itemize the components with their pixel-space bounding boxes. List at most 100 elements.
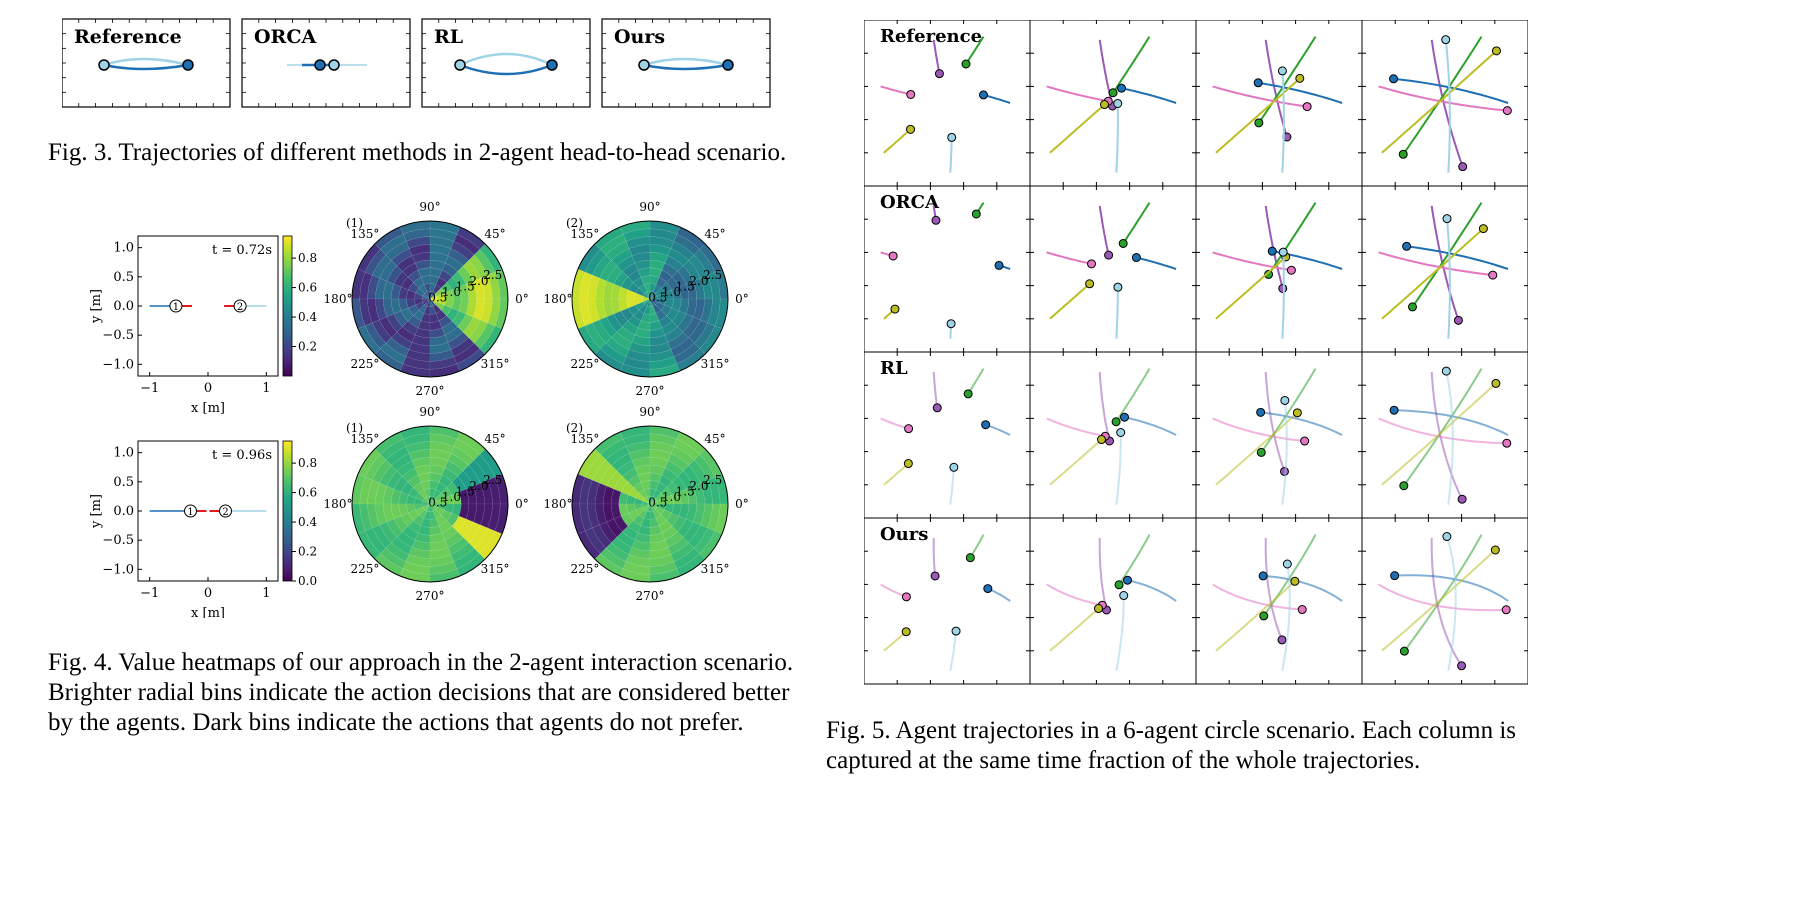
- fig4: −1 0 1 1.0 0.5 0.0 −0.5 −1.0 x [m] y [m] t = 0.72s…: [80, 198, 780, 621]
- fig4-polar-heatmap: 90° 45° 0° 315° 270° 225° 180° 135° 0.51.01.52.0…: [544, 405, 749, 603]
- fig5-cell: [1029, 185, 1197, 353]
- polar-angle-label: 180°: [324, 497, 353, 511]
- polar-angle-label: 90°: [639, 200, 660, 214]
- agent-trajectory: [1430, 39, 1464, 168]
- agent-position: [1085, 279, 1095, 289]
- agent-marker: [546, 59, 558, 71]
- x-tick-label: 1: [262, 586, 270, 601]
- polar-bin: [429, 356, 458, 370]
- agent-position: [1264, 269, 1274, 279]
- y-tick-label: −0.5: [102, 328, 134, 343]
- polar-bin: [584, 249, 607, 276]
- fig5-row-label: RL: [880, 358, 908, 379]
- fig3-panel-reference: Reference: [61, 18, 231, 108]
- agent-trajectory: [1402, 368, 1483, 487]
- agent-trajectory: [883, 630, 907, 652]
- fig5-cell: [1361, 19, 1529, 187]
- agent2-marker: [219, 504, 232, 518]
- polar-bin: [424, 503, 431, 512]
- agent-position: [1094, 604, 1104, 614]
- colorbar-tick-label: 0.4: [298, 310, 317, 324]
- agent-position: [890, 304, 900, 314]
- fig5-grid: Reference ORCA RL Ours: [863, 19, 1529, 685]
- cell-frame: [1361, 517, 1529, 685]
- agent-trajectory: [1260, 411, 1343, 436]
- agent-position: [1458, 162, 1468, 172]
- colorbar-tick-label: 0.4: [298, 515, 317, 529]
- agent-trajectory: [932, 39, 941, 74]
- agent-position: [981, 420, 991, 430]
- polar-angle-label: 315°: [481, 357, 510, 371]
- polar-bin: [670, 337, 695, 357]
- agent-position: [1457, 661, 1467, 671]
- colorbar-tick-label: 0.6: [298, 486, 317, 500]
- trajectory: [459, 63, 553, 76]
- agent-position: [965, 553, 975, 563]
- polar-angle-label: 0°: [515, 497, 529, 511]
- fig5-caption-line-2: captured at the same time fraction of th…: [826, 747, 1421, 774]
- fig4-trajectory-axes: −1 0 1 1.0 0.5 0.0 −0.5 −1.0 x [m] y [m] t = 0.96s…: [89, 440, 279, 621]
- polar-bin: [649, 298, 656, 307]
- agent-trajectory: [1381, 50, 1498, 154]
- agent-trajectory: [983, 93, 1011, 104]
- agent-trajectory: [969, 534, 985, 559]
- agent-position: [1300, 436, 1310, 446]
- agent-trajectory: [1381, 549, 1496, 652]
- cell-frame: [1029, 517, 1197, 685]
- agent-position: [961, 59, 971, 69]
- colorbar-tick-label: 0.2: [298, 545, 317, 559]
- agent-trajectory: [1264, 371, 1286, 472]
- polar-angle-label: 45°: [704, 227, 725, 241]
- agent-trajectory: [1378, 251, 1493, 277]
- agent-trajectory: [1049, 103, 1106, 154]
- polar-bin: [435, 309, 447, 321]
- trajectory: [643, 57, 729, 67]
- polar-bin: [385, 241, 410, 261]
- fig5-row-label: Reference: [880, 26, 982, 47]
- agent-position: [978, 90, 988, 100]
- fig5-cell: [1029, 517, 1197, 685]
- polar-bin: [359, 298, 373, 327]
- agent-position: [1390, 571, 1400, 581]
- polar-radial-label: 1.5: [676, 484, 695, 498]
- fig4-plots: −1 0 11.00.50.0−0.5−1.0x [m]y [m]t = 0.72s…: [89, 200, 749, 621]
- agent-trajectory: [1258, 81, 1343, 104]
- trajectory: [103, 57, 189, 67]
- cell-frame: [1029, 351, 1197, 519]
- polar-radial-label: 1.5: [456, 279, 475, 293]
- polar-angle-label: 45°: [704, 432, 725, 446]
- agent-trajectory: [1444, 39, 1451, 173]
- agent-marker: [722, 59, 734, 71]
- y-tick-label: 1.0: [113, 241, 134, 256]
- y-tick-label: 0.5: [113, 270, 134, 285]
- fig4-polar-heatmap: 90° 45° 0° 315° 270° 225° 180° 135° 0.51.01.52.0…: [544, 200, 749, 398]
- agent-trajectory: [1115, 432, 1122, 505]
- agent-position: [971, 209, 981, 219]
- polar-bin: [649, 503, 656, 512]
- polar-bin: [622, 228, 651, 242]
- polar-radial-label: 1.0: [442, 490, 461, 504]
- polar-bin: [402, 525, 419, 541]
- polar-angle-label: 315°: [701, 562, 730, 576]
- agent-position: [1442, 532, 1452, 542]
- polar-bin: [625, 236, 651, 249]
- fig5-cell: Ours: [863, 517, 1031, 685]
- agent-position: [1398, 149, 1408, 159]
- polar-angle-label: 90°: [419, 200, 440, 214]
- agent-trajectory: [1430, 537, 1463, 667]
- polar-radial-label: 0.5: [428, 290, 447, 304]
- agent-position: [1118, 238, 1128, 248]
- agent-position: [963, 389, 973, 399]
- agent-position: [1292, 408, 1302, 418]
- polar-radial-label: 1.0: [442, 285, 461, 299]
- polar-bin: [655, 309, 667, 321]
- agent-position: [1491, 378, 1501, 388]
- polar-bin: [487, 476, 501, 505]
- polar-bin: [700, 274, 713, 300]
- colorbar-bar: [282, 440, 293, 582]
- agent-marker: [454, 59, 466, 71]
- agent-position: [1111, 417, 1121, 427]
- agent-trajectory: [1264, 39, 1288, 138]
- polar-bin: [402, 433, 431, 447]
- agent-position: [994, 260, 1004, 270]
